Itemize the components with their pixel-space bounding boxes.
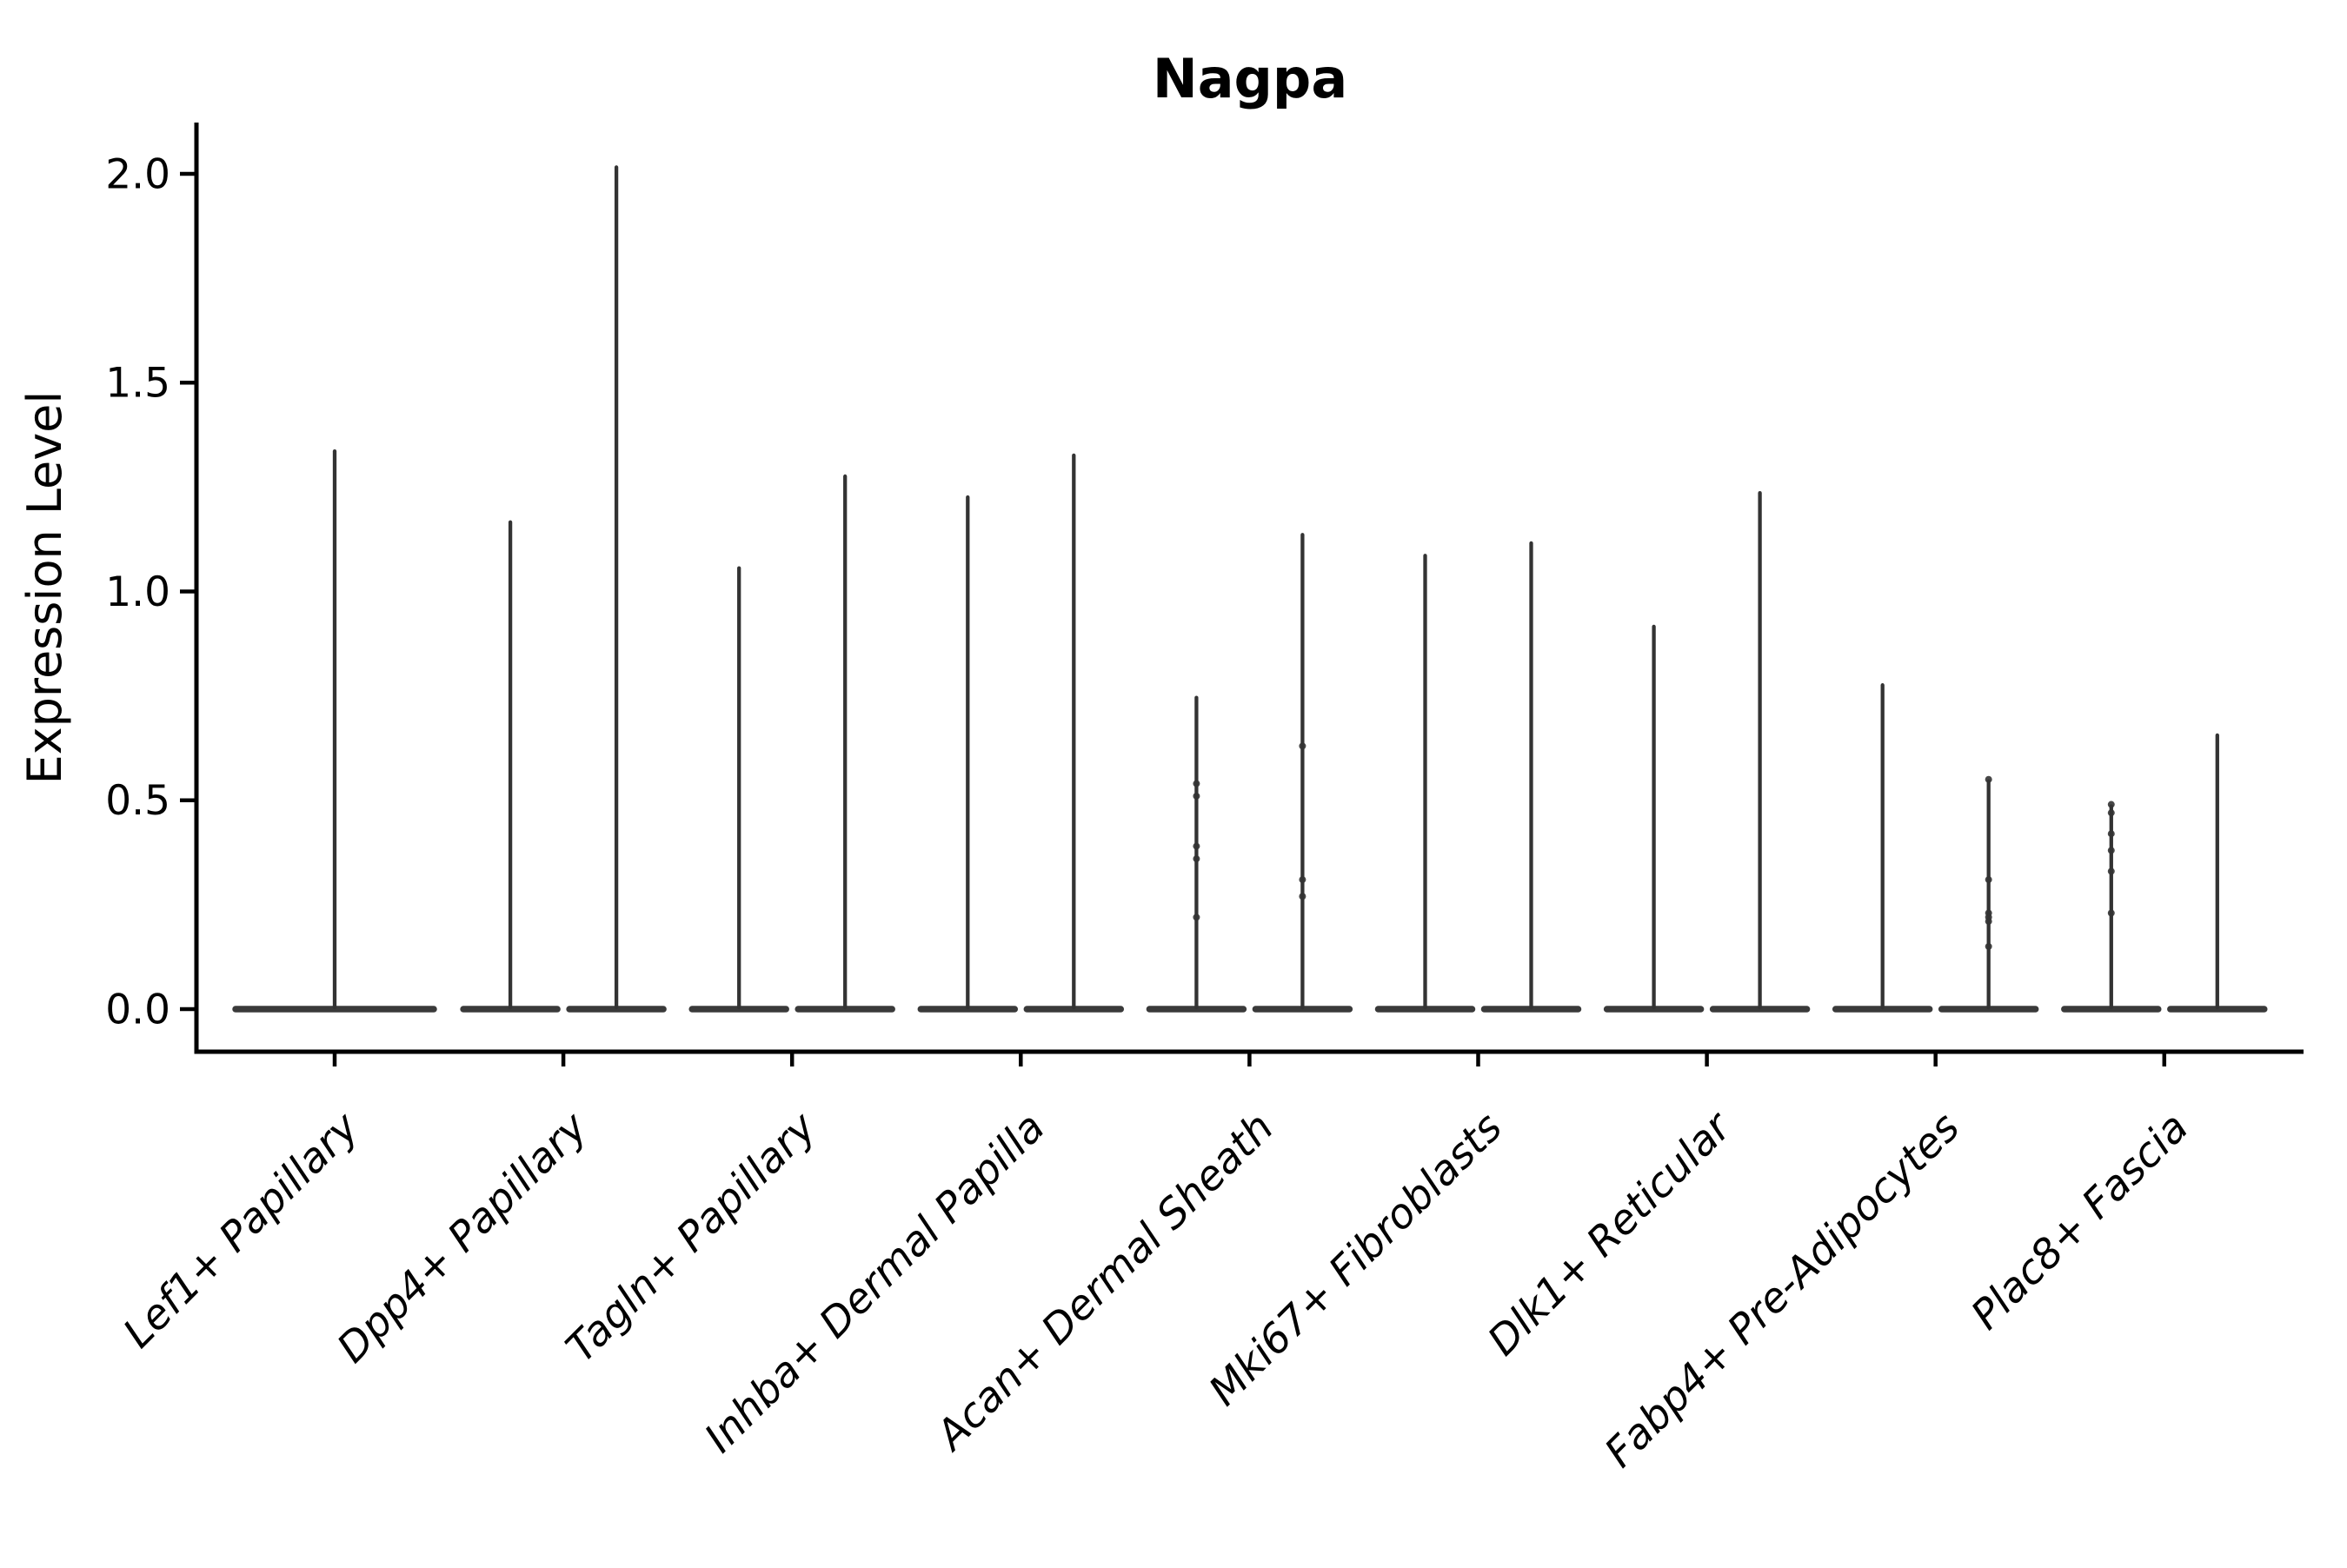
violin (917, 495, 1019, 1013)
violin-point (1985, 942, 1992, 950)
violin-point (1193, 914, 1200, 921)
violin-point (1299, 893, 1306, 900)
x-tick-label: Dpp4+ Papillary (328, 1103, 597, 1372)
x-tick-label: Dlk1+ Reticular (1479, 1102, 1742, 1365)
violin (688, 566, 789, 1013)
y-tick-label: 0.5 (105, 777, 170, 825)
violin-point (1193, 842, 1200, 850)
y-axis-label: Expression Level (17, 391, 72, 785)
violin (1023, 453, 1125, 1013)
violin (232, 448, 437, 1013)
y-tick-label: 1.5 (105, 360, 170, 408)
violin-point (2107, 867, 2115, 875)
y-tick-label: 1.0 (105, 568, 170, 616)
violin (1146, 695, 1247, 1013)
violin (795, 474, 895, 1013)
violin-point (1299, 876, 1306, 884)
violin (566, 165, 667, 1013)
violin (1374, 554, 1476, 1013)
violin (2167, 733, 2268, 1013)
violins (232, 165, 2268, 1013)
violin-point (1193, 780, 1200, 787)
y-axis-ticks: 0.0 0.5 1.0 1.5 2.0 (105, 150, 196, 1033)
violin (2061, 801, 2162, 1013)
axes-spines (194, 123, 2304, 1054)
violin-point (1299, 742, 1306, 750)
violin (1480, 541, 1582, 1013)
violin-point (2107, 801, 2115, 808)
violin (1938, 775, 2039, 1013)
y-tick-label: 0.0 (105, 986, 170, 1033)
violin-point (1193, 792, 1200, 800)
axes-spine (194, 123, 2304, 1054)
x-tick-label: Lef1+ Papillary (114, 1103, 369, 1358)
violin-point (1193, 855, 1200, 863)
violin (1832, 683, 1933, 1013)
violin-point (2107, 847, 2115, 854)
violin-point (2107, 909, 2115, 917)
x-tick-label: Plac8+ Fascia (1962, 1104, 2197, 1339)
violin-point (1985, 876, 1992, 884)
violin (1603, 624, 1705, 1013)
plot-title: Nagpa (1153, 47, 1347, 110)
violin-point (1985, 775, 1992, 783)
y-tick-label: 2.0 (105, 150, 170, 198)
violin-point (2107, 830, 2115, 838)
violin (1709, 491, 1811, 1013)
violin-point (2107, 809, 2115, 817)
violin (460, 520, 561, 1013)
violin (1252, 533, 1353, 1013)
x-tick-label: Tagln+ Papillary (557, 1103, 827, 1372)
violin-point (1985, 918, 1992, 926)
